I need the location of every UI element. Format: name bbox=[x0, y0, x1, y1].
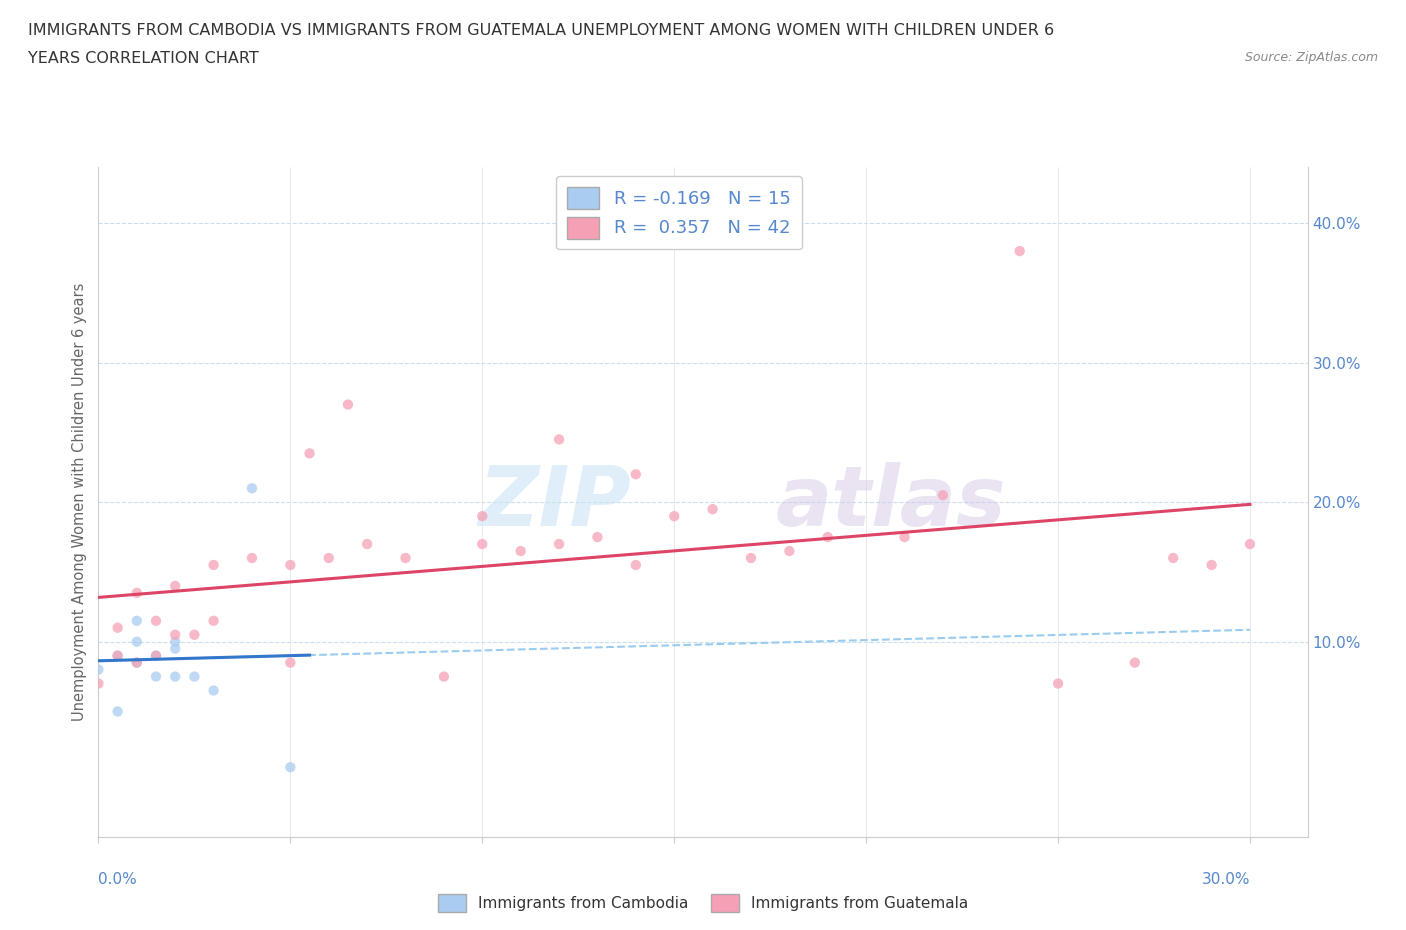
Point bbox=[145, 670, 167, 684]
Point bbox=[165, 628, 187, 643]
Point bbox=[165, 578, 187, 593]
Point bbox=[932, 488, 955, 503]
Text: atlas: atlas bbox=[776, 461, 1007, 543]
Point bbox=[165, 670, 187, 684]
Point bbox=[125, 634, 148, 649]
Point bbox=[318, 551, 340, 565]
Point bbox=[740, 551, 762, 565]
Point bbox=[202, 558, 225, 573]
Point bbox=[336, 397, 359, 412]
Point bbox=[145, 648, 167, 663]
Point bbox=[165, 642, 187, 657]
Text: 0.0%: 0.0% bbox=[98, 872, 138, 887]
Point bbox=[107, 648, 129, 663]
Text: Source: ZipAtlas.com: Source: ZipAtlas.com bbox=[1244, 51, 1378, 64]
Point bbox=[183, 670, 205, 684]
Point bbox=[280, 558, 302, 573]
Point bbox=[107, 648, 129, 663]
Point bbox=[586, 530, 609, 545]
Point bbox=[893, 530, 915, 545]
Point bbox=[356, 537, 378, 551]
Point bbox=[165, 634, 187, 649]
Point bbox=[548, 537, 571, 551]
Point bbox=[624, 558, 647, 573]
Text: ZIP: ZIP bbox=[478, 461, 630, 543]
Point bbox=[1123, 655, 1146, 670]
Point bbox=[548, 432, 571, 447]
Point bbox=[624, 467, 647, 482]
Point bbox=[125, 586, 148, 601]
Point bbox=[87, 662, 110, 677]
Point bbox=[240, 551, 263, 565]
Point bbox=[145, 648, 167, 663]
Text: YEARS CORRELATION CHART: YEARS CORRELATION CHART bbox=[28, 51, 259, 66]
Point bbox=[87, 676, 110, 691]
Point bbox=[664, 509, 686, 524]
Point bbox=[125, 614, 148, 629]
Legend: R = -0.169   N = 15, R =  0.357   N = 42: R = -0.169 N = 15, R = 0.357 N = 42 bbox=[557, 177, 801, 249]
Point bbox=[107, 620, 129, 635]
Point bbox=[125, 655, 148, 670]
Point bbox=[125, 655, 148, 670]
Point bbox=[394, 551, 416, 565]
Text: 30.0%: 30.0% bbox=[1202, 872, 1250, 887]
Point bbox=[107, 704, 129, 719]
Point bbox=[778, 543, 800, 558]
Point bbox=[202, 683, 225, 698]
Text: IMMIGRANTS FROM CAMBODIA VS IMMIGRANTS FROM GUATEMALA UNEMPLOYMENT AMONG WOMEN W: IMMIGRANTS FROM CAMBODIA VS IMMIGRANTS F… bbox=[28, 23, 1054, 38]
Point bbox=[1239, 537, 1261, 551]
Point bbox=[145, 614, 167, 629]
Point bbox=[1047, 676, 1070, 691]
Y-axis label: Unemployment Among Women with Children Under 6 years: Unemployment Among Women with Children U… bbox=[72, 283, 87, 722]
Point bbox=[280, 760, 302, 775]
Point bbox=[1161, 551, 1184, 565]
Point bbox=[433, 670, 456, 684]
Point bbox=[471, 537, 494, 551]
Point bbox=[817, 530, 839, 545]
Legend: Immigrants from Cambodia, Immigrants from Guatemala: Immigrants from Cambodia, Immigrants fro… bbox=[432, 888, 974, 918]
Point bbox=[202, 614, 225, 629]
Point bbox=[240, 481, 263, 496]
Point bbox=[702, 502, 724, 517]
Point bbox=[1008, 244, 1031, 259]
Point bbox=[183, 628, 205, 643]
Point bbox=[298, 446, 321, 461]
Point bbox=[280, 655, 302, 670]
Point bbox=[1201, 558, 1223, 573]
Point bbox=[471, 509, 494, 524]
Point bbox=[509, 543, 531, 558]
